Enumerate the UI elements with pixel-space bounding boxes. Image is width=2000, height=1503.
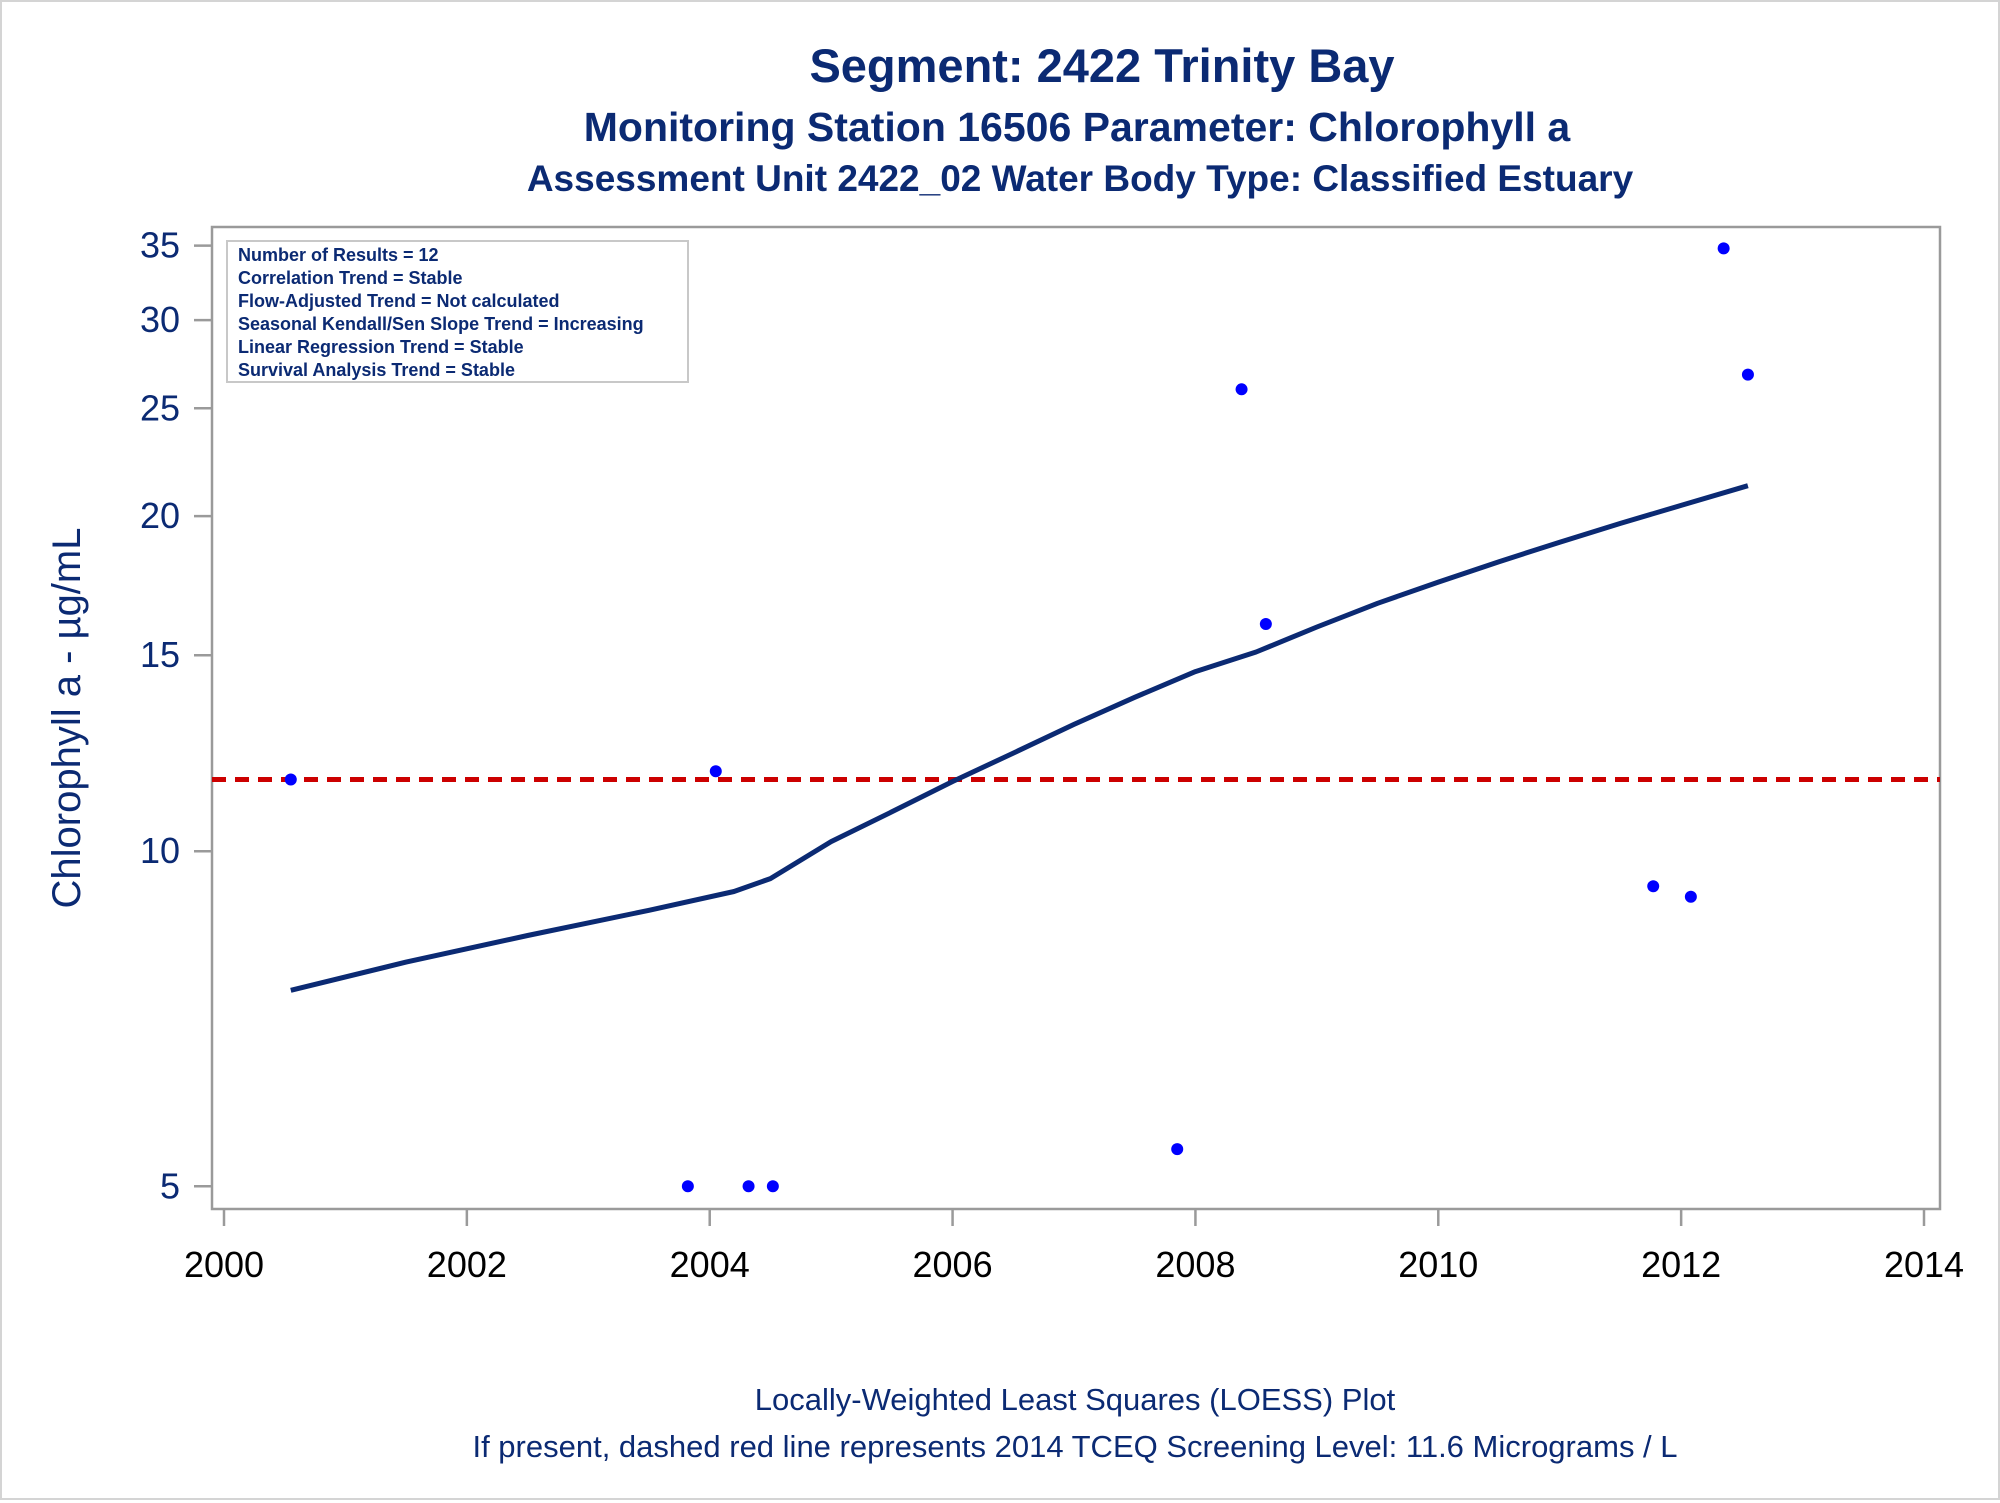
stat-correlation-trend: Correlation Trend = Stable	[238, 268, 463, 288]
chart-title: Segment: 2422 Trinity Bay	[809, 39, 1394, 92]
y-tick-label: 25	[140, 387, 180, 428]
data-point	[681, 1180, 694, 1193]
data-point	[709, 765, 722, 778]
x-axis: 2000 2002 2004 2006 2008 2010 2012 2014	[184, 1209, 1964, 1285]
y-tick-label: 20	[140, 495, 180, 536]
x-tick-label: 2004	[670, 1244, 750, 1285]
y-tick-label: 35	[140, 225, 180, 266]
x-tick-label: 2006	[913, 1244, 993, 1285]
stat-flow-adjusted-trend: Flow-Adjusted Trend = Not calculated	[238, 291, 560, 311]
stat-linear-regression-trend: Linear Regression Trend = Stable	[238, 337, 524, 357]
data-point	[1171, 1143, 1184, 1156]
chart-subtitle-2: Assessment Unit 2422_02 Water Body Type:…	[527, 158, 1634, 199]
footnote-screening-level: If present, dashed red line represents 2…	[472, 1429, 1677, 1464]
data-point	[1684, 890, 1697, 903]
y-tick-label: 30	[140, 299, 180, 340]
chart-subtitle: Monitoring Station 16506 Parameter: Chlo…	[584, 104, 1572, 150]
data-point	[1259, 618, 1272, 631]
data-point	[1717, 242, 1730, 255]
x-tick-label: 2002	[427, 1244, 507, 1285]
data-point	[766, 1180, 779, 1193]
footnote-loess: Locally-Weighted Least Squares (LOESS) P…	[755, 1382, 1396, 1417]
data-point	[1741, 368, 1754, 381]
data-points	[284, 242, 1754, 1193]
stat-survival-analysis-trend: Survival Analysis Trend = Stable	[238, 360, 515, 380]
loess-line	[290, 483, 1749, 993]
data-point	[1235, 383, 1248, 396]
y-tick-label: 15	[140, 634, 180, 675]
x-tick-label: 2008	[1155, 1244, 1235, 1285]
stat-seasonal-kendall-trend: Seasonal Kendall/Sen Slope Trend = Incre…	[238, 314, 644, 334]
y-tick-label: 5	[160, 1165, 180, 1206]
data-point	[1647, 880, 1660, 893]
y-axis: 5 10 15 20 25 30 35	[140, 225, 212, 1206]
x-tick-label: 2012	[1641, 1244, 1721, 1285]
data-point	[742, 1180, 755, 1193]
plot-area	[210, 225, 1942, 1211]
x-tick-label: 2010	[1398, 1244, 1478, 1285]
stats-box: Number of Results = 12 Correlation Trend…	[226, 240, 689, 383]
x-tick-label: 2014	[1884, 1244, 1964, 1285]
stats-box-border	[226, 240, 689, 383]
stat-number-of-results: Number of Results = 12	[238, 245, 439, 265]
y-tick-label: 10	[140, 830, 180, 871]
data-point	[284, 773, 297, 786]
x-tick-label: 2000	[184, 1244, 264, 1285]
y-axis-label: Chlorophyll a - µg/mL	[45, 528, 89, 909]
